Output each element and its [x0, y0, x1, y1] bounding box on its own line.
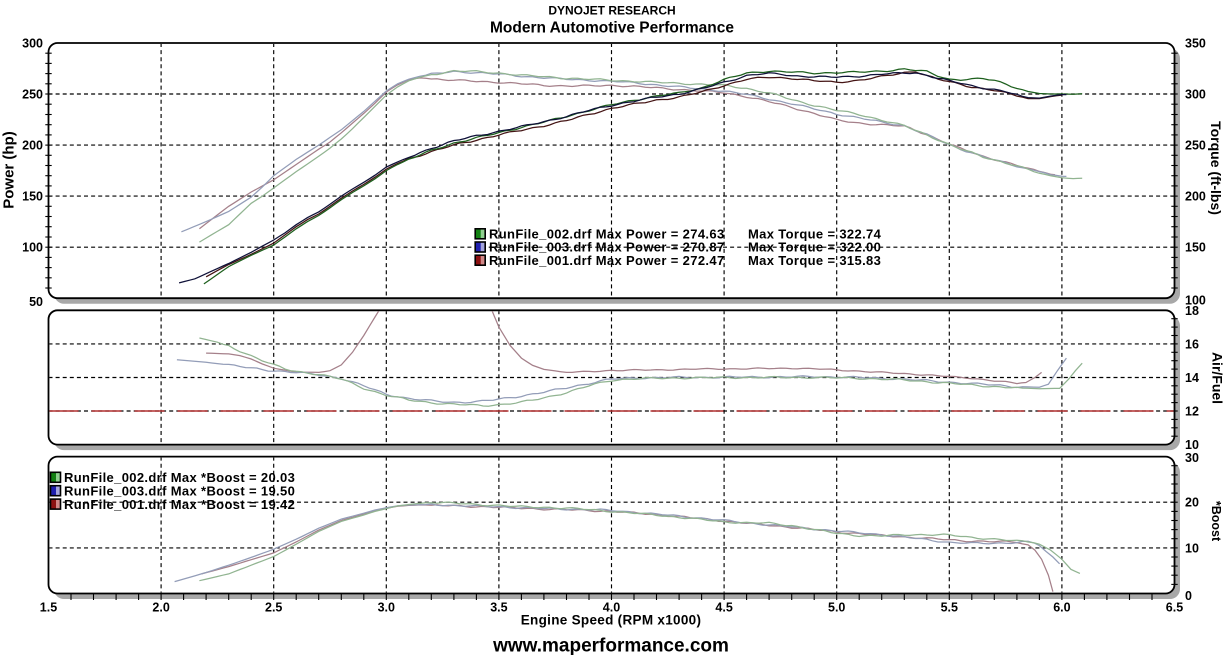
svg-text:14: 14	[1185, 371, 1199, 385]
svg-text:12: 12	[1185, 405, 1199, 419]
svg-text:4.5: 4.5	[715, 601, 732, 615]
svg-text:18: 18	[1185, 304, 1199, 318]
svg-text:250: 250	[22, 88, 43, 102]
svg-text:10: 10	[1185, 541, 1199, 555]
svg-text:6.5: 6.5	[1166, 601, 1183, 615]
svg-text:10: 10	[1185, 438, 1199, 452]
svg-text:250: 250	[1185, 139, 1206, 153]
svg-text:16: 16	[1185, 337, 1199, 351]
svg-text:Air/Fuel: Air/Fuel	[1210, 352, 1223, 404]
svg-text:Modern Automotive Performance: Modern Automotive Performance	[490, 20, 734, 37]
svg-text:100: 100	[22, 241, 43, 255]
svg-text:300: 300	[1185, 88, 1206, 102]
svg-text:350: 350	[1185, 37, 1206, 51]
svg-text:RunFile_001.drf Max *Boost = 1: RunFile_001.drf Max *Boost = 19.42	[64, 497, 295, 512]
svg-text:3.5: 3.5	[490, 601, 507, 615]
svg-text:Power (hp): Power (hp)	[1, 131, 18, 209]
svg-text:5.5: 5.5	[941, 601, 958, 615]
svg-text:6.0: 6.0	[1053, 601, 1070, 615]
svg-text:Max Torque = 315.83: Max Torque = 315.83	[748, 253, 881, 268]
svg-text:RunFile_001.drf Max Power = 27: RunFile_001.drf Max Power = 272.47	[489, 253, 725, 268]
svg-text:www.maperformance.com: www.maperformance.com	[492, 636, 729, 656]
svg-text:50: 50	[29, 295, 43, 309]
svg-text:1.5: 1.5	[40, 601, 57, 615]
svg-text:Engine Speed (RPM x1000): Engine Speed (RPM x1000)	[521, 613, 702, 628]
svg-text:3.0: 3.0	[378, 601, 395, 615]
svg-text:30: 30	[1185, 451, 1199, 465]
svg-text:20: 20	[1185, 496, 1199, 510]
svg-text:150: 150	[1185, 241, 1206, 255]
svg-text:2.0: 2.0	[152, 601, 169, 615]
svg-text:200: 200	[22, 139, 43, 153]
svg-text:DYNOJET RESEARCH: DYNOJET RESEARCH	[548, 4, 675, 18]
svg-text:200: 200	[1185, 190, 1206, 204]
svg-text:*Boost: *Boost	[1209, 501, 1223, 542]
svg-text:Torque (ft-lbs): Torque (ft-lbs)	[1208, 121, 1223, 215]
svg-text:5.0: 5.0	[828, 601, 845, 615]
svg-text:2.5: 2.5	[265, 601, 282, 615]
svg-text:150: 150	[22, 190, 43, 204]
svg-text:0: 0	[1185, 589, 1192, 603]
svg-text:300: 300	[22, 37, 43, 51]
